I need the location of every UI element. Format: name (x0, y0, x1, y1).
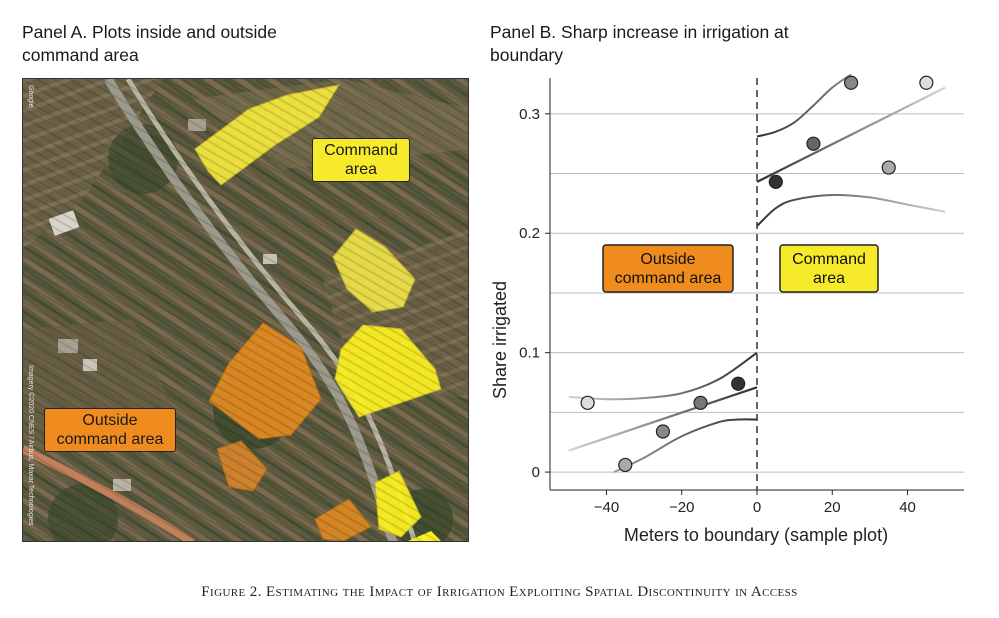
fit-line-left (568, 386, 758, 452)
region-box-outside (602, 244, 734, 293)
data-point (806, 136, 821, 151)
map-label-command-line1: Command (324, 142, 398, 159)
fit-line-right (756, 86, 946, 183)
panel-a-title-line1: Panel A. Plots inside and outside (22, 22, 277, 42)
ci-left-lower (613, 418, 758, 473)
map-label-command: Command area (312, 138, 410, 182)
data-point (731, 376, 746, 391)
fit-lines (568, 86, 946, 452)
satellite-map: Google Imagery ©2020 CNES / Airbus, Maxa… (22, 78, 469, 542)
data-point (843, 75, 859, 90)
data-point (580, 395, 595, 410)
region-box-command (779, 244, 879, 293)
data-point (919, 75, 934, 90)
y-tick-label: 0 (532, 464, 540, 481)
x-tick-label: 40 (899, 499, 916, 516)
google-credit: Google (27, 85, 34, 108)
data-points (580, 75, 934, 473)
x-tick-label: 0 (753, 499, 761, 516)
region-label-outside-line1: Outside (640, 251, 695, 268)
data-point (768, 174, 783, 189)
y-tick-label: 0.3 (519, 106, 540, 123)
region-label-outside-line2: command area (615, 270, 722, 287)
data-point (693, 395, 708, 410)
map-label-command-line2: area (344, 161, 378, 178)
map-label-outside: Outside command area (44, 408, 176, 452)
confidence-bands (568, 73, 946, 473)
panel-a-title: Panel A. Plots inside and outside comman… (22, 21, 352, 67)
map-label-outside-line1: Outside (82, 412, 138, 429)
ci-left-upper (568, 351, 758, 401)
data-point (618, 457, 633, 473)
panel-b-title-line2: boundary (490, 45, 563, 65)
ci-right-lower (756, 193, 946, 227)
region-label-command-line2: area (813, 270, 845, 287)
region-label-command-line1: Command (792, 251, 866, 268)
axes: 0 0.1 0.2 0.3 −40 −20 0 20 40 (519, 78, 964, 516)
panel-b-title: Panel B. Sharp increase in irrigation at… (490, 21, 880, 67)
x-tick-label: −20 (669, 499, 694, 516)
irrigation-chart: 0 0.1 0.2 0.3 −40 −20 0 20 40 Outside command ar… (490, 73, 964, 545)
imagery-credit: Imagery ©2020 CNES / Airbus, Maxar Techn… (27, 365, 34, 526)
y-tick-label: 0.2 (519, 225, 540, 242)
x-axis-title-suffix: (sample plot) (784, 525, 888, 545)
figure-caption: Figure 2. Estimating the Impact of Irrig… (201, 584, 798, 600)
x-tick-label: 20 (824, 499, 841, 516)
y-tick-label: 0.1 (519, 345, 540, 362)
y-axis-title: Share irrigated (490, 281, 510, 399)
x-axis-title: Meters to boundary (sample plot) (624, 525, 888, 545)
x-axis-title-main: Meters to boundary (624, 525, 779, 545)
panel-a-title-line2: command area (22, 45, 139, 65)
data-point (881, 160, 896, 175)
ci-right-upper (756, 73, 852, 138)
data-point (655, 424, 671, 439)
map-label-outside-line2: command area (56, 431, 164, 448)
x-tick-label: −40 (594, 499, 619, 516)
panel-b-title-line1: Panel B. Sharp increase in irrigation at (490, 22, 789, 42)
